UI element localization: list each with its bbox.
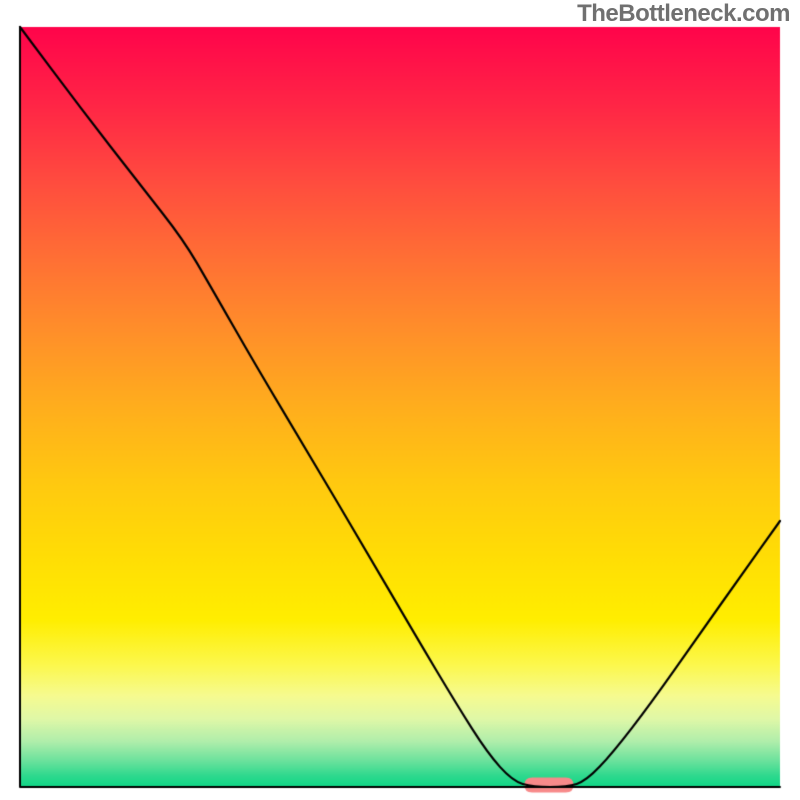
chart-container: TheBottleneck.com	[0, 0, 800, 800]
bottleneck-chart	[0, 0, 800, 800]
